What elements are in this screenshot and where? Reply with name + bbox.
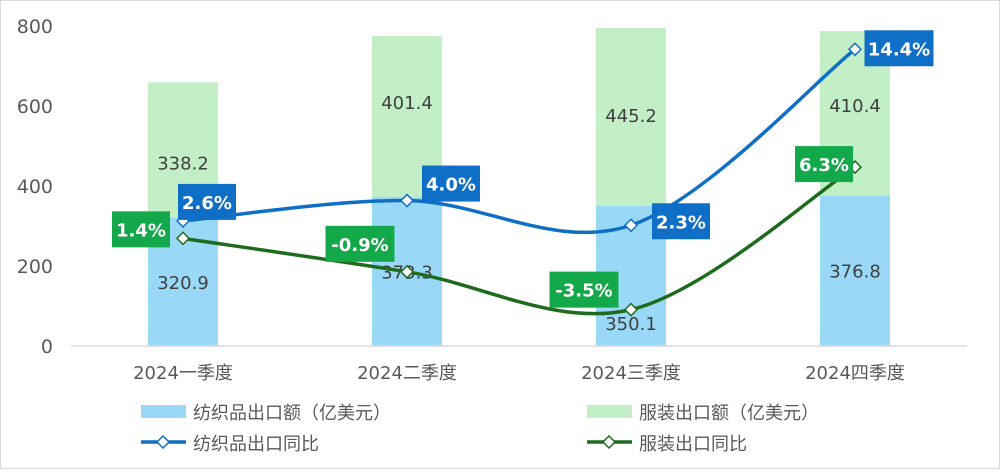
legend: 纺织品出口额（亿美元） 服装出口额（亿美元） 纺织品出口同比 服装出口同比 <box>141 403 819 455</box>
bar-data-label: 445.2 <box>605 106 657 127</box>
textile-yoy-label-box <box>652 203 710 240</box>
textile-yoy-data-label: 2.6% <box>182 193 232 214</box>
textile-bar <box>820 195 890 346</box>
apparel-yoy-data-label: -0.9% <box>331 235 388 256</box>
textile-yoy-data-label: 2.3% <box>656 212 706 233</box>
y-tick-label: 400 <box>17 176 53 198</box>
lines: 2.6% 4.0% 2.3% 14.4% 1.4% -0.9% -3.5% 6.3% <box>112 30 934 317</box>
apparel-yoy-marker <box>175 231 191 246</box>
textile-yoy-label-box <box>864 30 934 67</box>
textile-yoy-marker <box>847 42 863 57</box>
y-tick-label: 200 <box>17 256 53 278</box>
bar-data-label: 376.8 <box>829 262 881 283</box>
bar-data-label: 350.1 <box>605 314 657 335</box>
apparel-yoy-data-label: 6.3% <box>799 155 849 176</box>
x-tick-label: 2024一季度 <box>133 363 233 384</box>
apparel-yoy-label-box <box>325 225 395 262</box>
textile-yoy-data-label: 4.0% <box>426 175 476 196</box>
bar-data-label: 401.4 <box>381 93 433 114</box>
y-tick-label: 0 <box>41 336 53 358</box>
x-axis: 2024一季度 2024二季度 2024三季度 2024四季度 <box>133 363 905 384</box>
textile-yoy-label-box <box>178 183 236 220</box>
apparel-yoy-data-label: 1.4% <box>116 220 166 241</box>
apparel-yoy-label-box <box>795 146 853 183</box>
legend-label: 纺织品出口同比 <box>193 434 319 455</box>
x-tick-label: 2024二季度 <box>357 363 457 384</box>
legend-marker-icon <box>601 434 617 450</box>
x-tick-label: 2024四季度 <box>805 363 905 384</box>
apparel-yoy-label-box <box>549 271 619 308</box>
apparel-yoy-marker <box>399 264 415 279</box>
textile-yoy-marker <box>623 218 639 233</box>
y-axis: 0 200 400 600 800 <box>17 16 53 358</box>
textile-yoy-data-label: 14.4% <box>868 39 930 60</box>
apparel-yoy-line <box>182 165 856 316</box>
apparel-yoy-data-label: -3.5% <box>555 281 612 302</box>
legend-marker-icon <box>155 434 171 450</box>
textile-yoy-label-box <box>422 165 480 202</box>
apparel-yoy-label-box <box>112 211 170 248</box>
bar-data-label: 338.2 <box>157 153 209 174</box>
apparel-yoy-marker <box>623 302 639 317</box>
legend-label: 纺织品出口额（亿美元） <box>193 403 391 424</box>
legend-label: 服装出口额（亿美元） <box>639 403 819 424</box>
x-tick-label: 2024三季度 <box>581 363 681 384</box>
apparel-bar <box>596 27 666 206</box>
legend-label: 服装出口同比 <box>639 434 747 455</box>
bar-data-label: 410.4 <box>829 96 881 117</box>
textile-yoy-line <box>182 47 857 235</box>
legend-swatch-apparel <box>587 405 632 418</box>
y-tick-label: 600 <box>17 96 53 118</box>
legend-swatch-textile <box>141 405 186 418</box>
y-tick-label: 800 <box>17 16 53 38</box>
bar-data-label: 320.9 <box>157 273 209 294</box>
textile-yoy-marker <box>399 193 415 208</box>
